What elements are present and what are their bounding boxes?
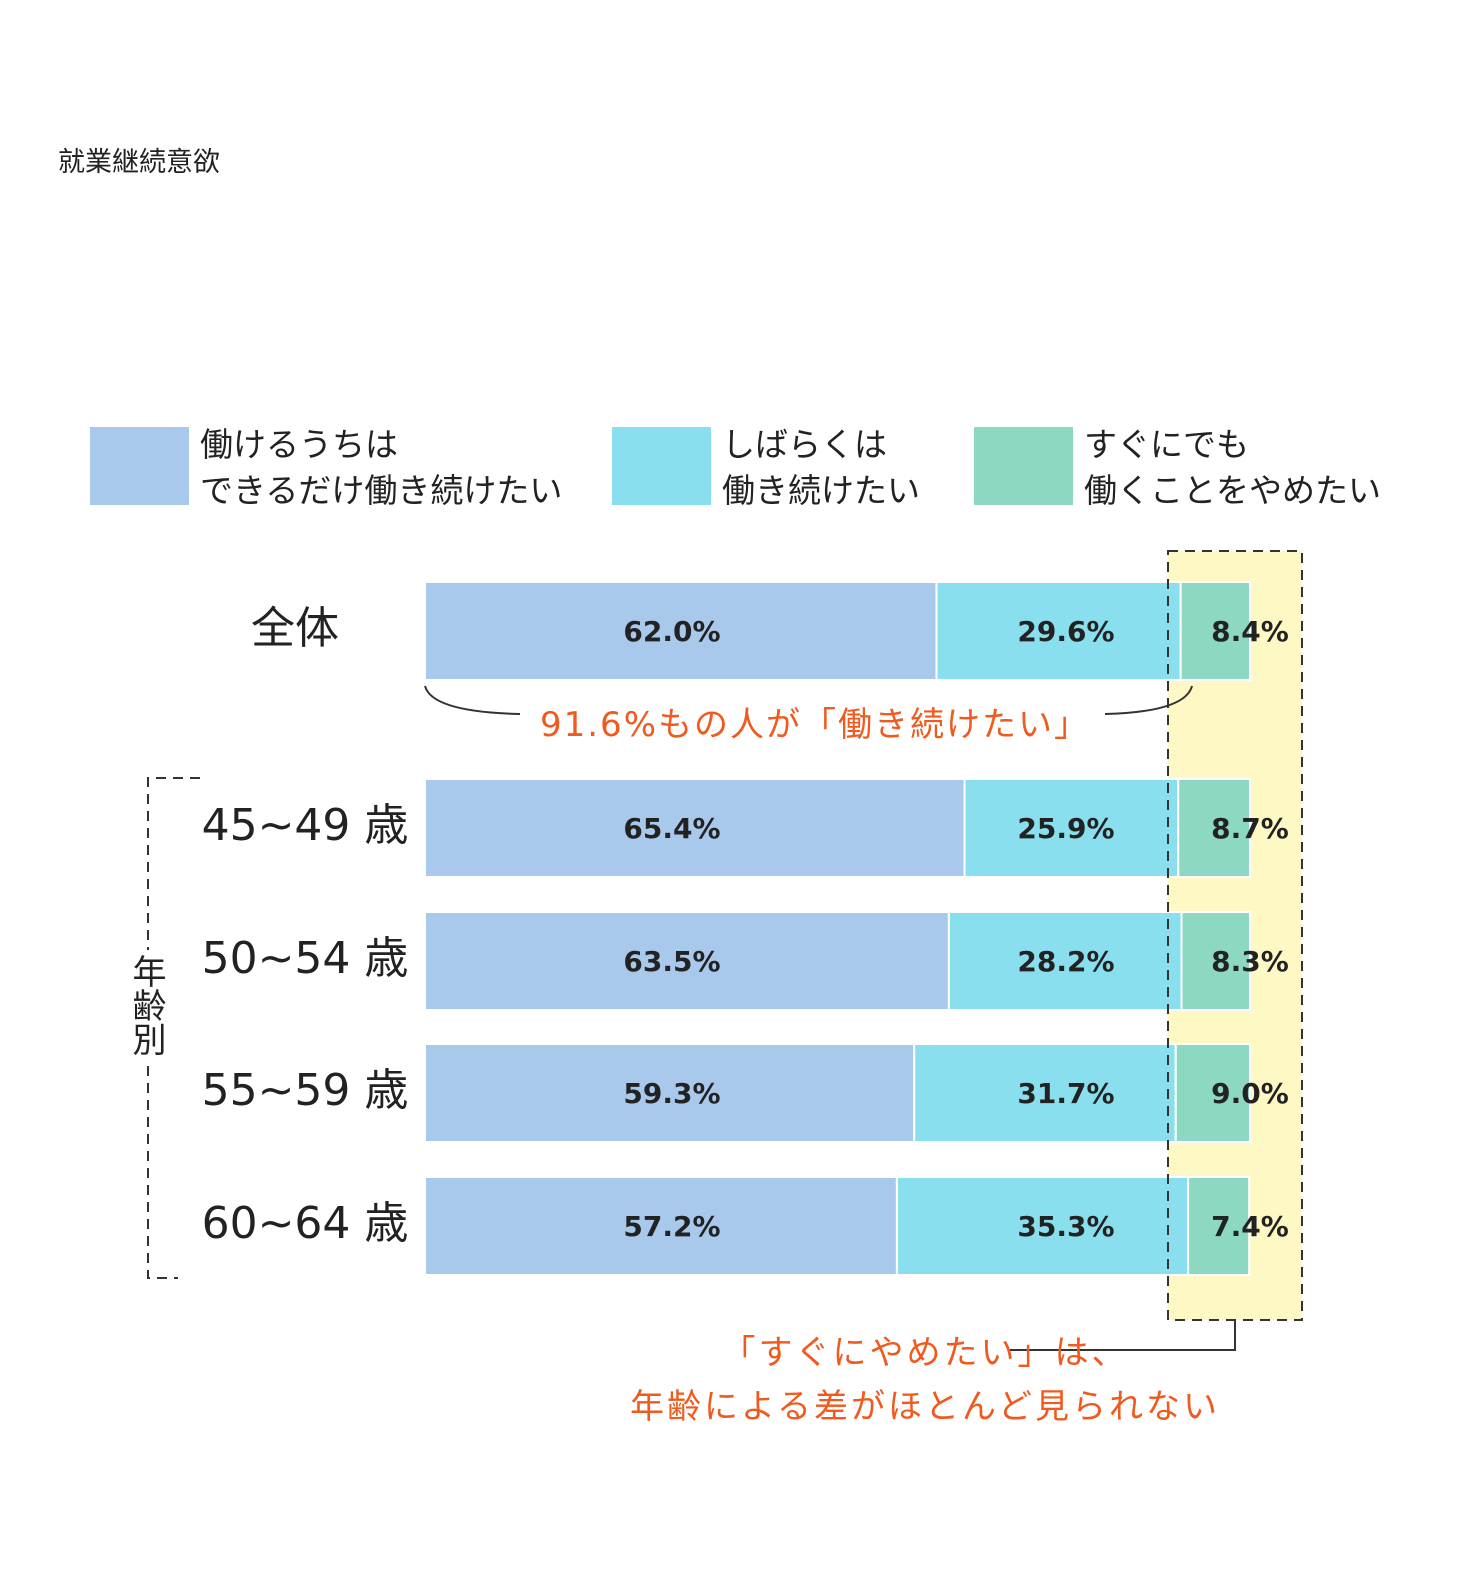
category-label: 45~49 歳	[202, 800, 409, 851]
annotation: 「すぐにやめたい」は、 年齢による差がほとんど見られない	[630, 1333, 1220, 1427]
data-label: 59.3%	[623, 1077, 720, 1110]
data-label: 28.2%	[1017, 945, 1114, 978]
category-label: 60~64 歳	[202, 1198, 409, 1249]
data-label: 29.6%	[1017, 615, 1114, 648]
bar-segment	[947, 911, 1183, 1011]
annotation-line	[1010, 1320, 1236, 1351]
data-label: 25.9%	[1017, 812, 1114, 845]
legend-swatch	[612, 427, 711, 505]
legend-swatch	[974, 427, 1073, 505]
bar-segment	[895, 1176, 1190, 1276]
data-label: 62.0%	[623, 615, 720, 648]
data-label: 31.7%	[1017, 1077, 1114, 1110]
data-label: 7.4%	[1211, 1210, 1289, 1243]
data-label: 65.4%	[623, 812, 720, 845]
legend-label: 働けるうちは できるだけ働き続けたい	[200, 425, 563, 510]
data-label: 57.2%	[623, 1210, 720, 1243]
group-label: 年齢別	[122, 950, 171, 1060]
chart-title: 就業継続意欲	[58, 147, 220, 178]
data-label: 8.7%	[1211, 812, 1289, 845]
bar-segment	[913, 1043, 1177, 1143]
bar-segment	[1180, 911, 1252, 1011]
data-label: 35.3%	[1017, 1210, 1114, 1243]
legend-label: しばらくは 働き続けたい	[722, 425, 920, 510]
data-label: 63.5%	[623, 945, 720, 978]
group-bracket	[147, 777, 200, 1279]
bar-segment	[424, 911, 950, 1011]
bar-segment	[963, 778, 1180, 878]
annotation: 91.6%もの人が「働き続けたい」	[539, 705, 1090, 745]
bar-segment	[1174, 1043, 1251, 1143]
bar-segment	[1187, 1176, 1251, 1276]
data-label: 8.3%	[1211, 945, 1289, 978]
category-label: 50~54 歳	[202, 933, 409, 984]
bar-segment	[424, 1176, 898, 1276]
legend-label: すぐにでも 働くことをやめたい	[1084, 425, 1381, 510]
data-label: 9.0%	[1211, 1077, 1289, 1110]
category-label: 全体	[251, 603, 339, 654]
data-label: 8.4%	[1211, 615, 1289, 648]
annotation-line	[424, 685, 521, 715]
bar-segment	[1179, 581, 1251, 681]
bar-segment	[424, 778, 966, 878]
legend-swatch	[90, 427, 189, 505]
bar-segment	[1177, 778, 1251, 878]
category-label: 55~59 歳	[202, 1065, 409, 1116]
annotation-line	[1104, 685, 1193, 715]
bar-segment	[424, 581, 938, 681]
